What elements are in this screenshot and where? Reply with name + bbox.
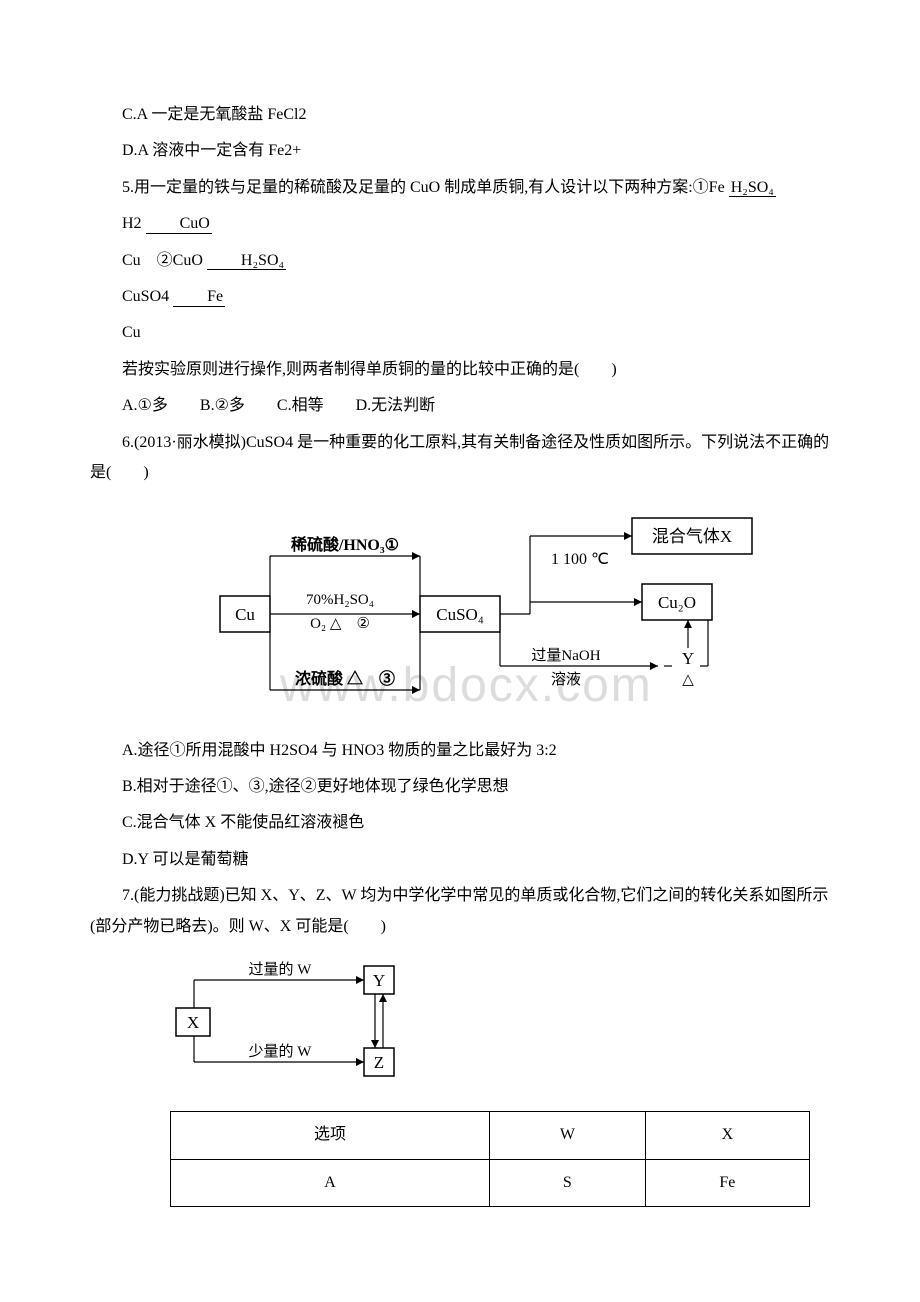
q6-diagram-svg: Cu CuSO₄ 混合气体X Cu₂O 稀硫酸/HNO₃① 70%H₂SO₄ O…: [210, 506, 770, 706]
top-w-label: 过量的 W: [249, 961, 313, 978]
node-cu-label: Cu: [235, 605, 255, 624]
reagent-cuo: CuO: [146, 215, 212, 234]
edge-label-2a: 70%H₂SO₄: [306, 592, 374, 608]
node-cuso4-label: CuSO₄: [436, 605, 484, 624]
q5-line3: Cu ②CuO H₂SO₄: [90, 246, 830, 276]
reagent-h2so4-1: H₂SO₄: [729, 179, 776, 198]
q7-intro-text: 7.(能力挑战题)已知 X、Y、Z、W 均为中学化学中常见的单质或化合物,它们之…: [90, 887, 828, 934]
q7-table: 选项 W X A S Fe: [170, 1111, 810, 1207]
q4-option-d: D.A 溶液中一定含有 Fe2+: [90, 136, 830, 166]
q5-cuso4-label: CuSO4: [122, 288, 169, 305]
page-content: C.A 一定是无氧酸盐 FeCl2 D.A 溶液中一定含有 Fe2+ 5.用一定…: [90, 100, 830, 1207]
node-z-label: Z: [374, 1053, 384, 1072]
q5-intro-a: 5.用一定量的铁与足量的稀硫酸及足量的 CuO 制成单质铜,有人设计以下两种方案…: [122, 179, 725, 196]
node-x-label: X: [187, 1013, 199, 1032]
edge-label-3: 浓硫酸 △ ③: [295, 669, 395, 688]
q7-th-option: 选项: [171, 1112, 490, 1159]
bot-w-label: 少量的 W: [249, 1043, 313, 1060]
q5-line1: 5.用一定量的铁与足量的稀硫酸及足量的 CuO 制成单质铜,有人设计以下两种方案…: [90, 173, 830, 203]
q5-cu-cuo-label: Cu ②CuO: [122, 252, 203, 269]
q7-diagram-svg: X Y Z 过量的 W 少量的 W: [170, 956, 410, 1086]
q5-line5: Cu: [90, 318, 830, 348]
tri-label: △: [682, 672, 694, 688]
q7-diagram: X Y Z 过量的 W 少量的 W: [170, 956, 830, 1097]
q6-option-b: B.相对于途径①、③,途径②更好地体现了绿色化学思想: [90, 772, 830, 802]
q7-td-a: A: [171, 1159, 490, 1206]
table-row: 选项 W X: [171, 1112, 810, 1159]
q5-body: 若按实验原则进行操作,则两者制得单质铜的量的比较中正确的是( ): [90, 355, 830, 385]
q6-intro-text: 6.(2013·丽水模拟)CuSO4 是一种重要的化工原料,其有关制备途径及性质…: [90, 434, 829, 481]
q4-option-c: C.A 一定是无氧酸盐 FeCl2: [90, 100, 830, 130]
naoh-label2: 溶液: [551, 671, 581, 688]
reagent-h2so4-2: H₂SO₄: [207, 252, 286, 271]
q7-intro: 7.(能力挑战题)已知 X、Y、Z、W 均为中学化学中常见的单质或化合物,它们之…: [90, 881, 830, 942]
node-cu2o-label: Cu₂O: [658, 593, 696, 612]
reagent-fe: Fe: [173, 288, 225, 307]
q5-options: A.①多 B.②多 C.相等 D.无法判断: [90, 391, 830, 421]
edge-temp-label: 1 100 ℃: [551, 551, 609, 568]
q6-option-a: A.途径①所用混酸中 H2SO4 与 HNO3 物质的量之比最好为 3:2: [90, 736, 830, 766]
edge-label-1: 稀硫酸/HNO₃①: [291, 535, 399, 554]
node-mixgas-label: 混合气体X: [652, 527, 732, 546]
table-row: A S Fe: [171, 1159, 810, 1206]
q6-option-d: D.Y 可以是葡萄糖: [90, 845, 830, 875]
naoh-label: 过量NaOH: [531, 647, 600, 664]
node-y-label2: Y: [373, 971, 385, 990]
q5-line2: H2 CuO: [90, 209, 830, 239]
q7-th-x: X: [645, 1112, 809, 1159]
q6-option-c: C.混合气体 X 不能使品红溶液褪色: [90, 808, 830, 838]
node-y-label: Y: [682, 649, 694, 668]
q5-h2-label: H2: [122, 215, 142, 232]
q6-diagram: Cu CuSO₄ 混合气体X Cu₂O 稀硫酸/HNO₃① 70%H₂SO₄ O…: [210, 506, 830, 717]
q7-th-w: W: [490, 1112, 646, 1159]
q5-line4: CuSO4 Fe: [90, 282, 830, 312]
q6-intro: 6.(2013·丽水模拟)CuSO4 是一种重要的化工原料,其有关制备途径及性质…: [90, 428, 830, 489]
q7-td-a-w: S: [490, 1159, 646, 1206]
q7-td-a-x: Fe: [645, 1159, 809, 1206]
edge-label-2b: O₂ △ ②: [310, 616, 370, 632]
